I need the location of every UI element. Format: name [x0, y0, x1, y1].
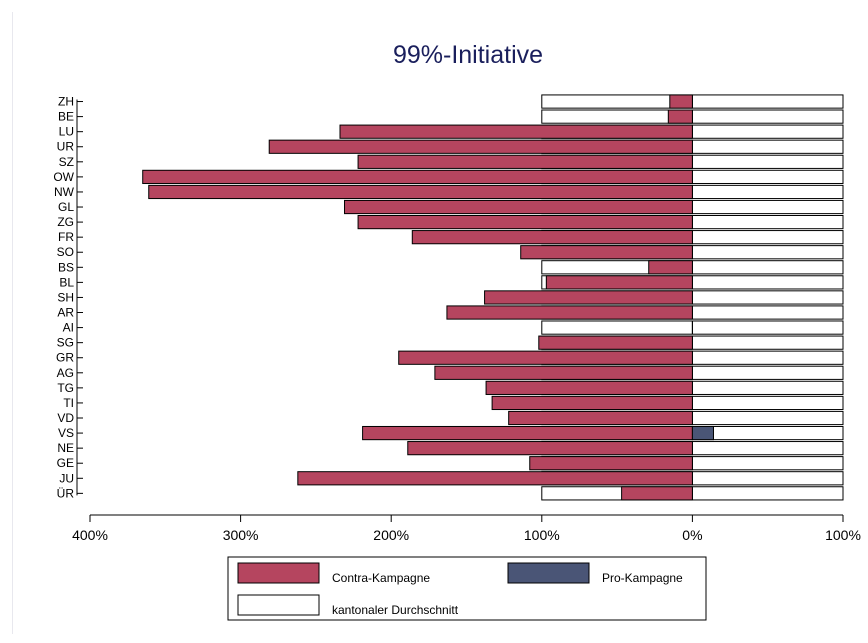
contra-bar-UR	[268, 139, 693, 154]
y-tick-label-FR: FR	[58, 230, 74, 244]
y-tick-label-SO: SO	[57, 245, 74, 259]
contra-bar-SO	[520, 245, 693, 260]
contra-bar-BL	[545, 275, 693, 290]
legend-swatch-pro	[507, 562, 590, 584]
y-tick-label-TI: TI	[63, 396, 74, 410]
y-tick-label-NW: NW	[54, 185, 75, 199]
y-tick-label-ZH: ZH	[58, 95, 74, 109]
x-tick-label-5: 100%	[825, 527, 861, 543]
contra-bar-SH	[484, 290, 693, 305]
x-tick-label-2: 200%	[373, 527, 409, 543]
y-tick-label-GE: GE	[57, 456, 74, 470]
contra-bar-LU	[339, 124, 693, 139]
contra-bar-SZ	[357, 154, 693, 169]
y-tick-label-SG: SG	[57, 336, 74, 350]
y-tick-label-TG: TG	[57, 381, 74, 395]
y-tick-label-AI: AI	[63, 321, 74, 335]
contra-bar-NE	[407, 441, 693, 456]
pro-bar-VS	[691, 425, 714, 441]
contra-bar-BE	[667, 109, 693, 124]
x-tick-label-0: 400%	[72, 527, 108, 543]
contra-bar-OW	[142, 169, 693, 184]
y-tick-label-AR: AR	[57, 306, 74, 320]
contra-bar-BS	[648, 260, 693, 275]
legend-label-average: kantonaler Durchschnitt	[332, 603, 459, 617]
contra-bar-GR	[398, 350, 693, 365]
x-axis: 400% 300% 200% 100% 0% 100%	[72, 514, 861, 543]
y-tick-label-SH: SH	[57, 290, 74, 304]
y-tick-label-BS: BS	[58, 260, 74, 274]
x-tick-label-4: 0%	[682, 527, 702, 543]
y-tick-label-OW: OW	[53, 170, 74, 184]
y-tick-label-JU: JU	[59, 471, 74, 485]
legend: Contra-Kampagne Pro-Kampagne kantonaler …	[227, 556, 707, 621]
y-tick-label-UR: UR	[57, 140, 75, 154]
contra-bar-JU	[297, 471, 693, 486]
y-tick-label-GR: GR	[56, 351, 74, 365]
y-tick-label-BE: BE	[58, 110, 74, 124]
y-tick-label-VD: VD	[57, 411, 74, 425]
y-tick-label-ÜR: ÜR	[57, 486, 75, 500]
y-tick-label-GL: GL	[58, 200, 74, 214]
contra-bar-TG	[485, 380, 693, 395]
y-tick-label-ZG: ZG	[57, 215, 74, 229]
legend-swatch-average	[237, 594, 320, 616]
y-tick-label-SZ: SZ	[59, 155, 74, 169]
contra-bar-SG	[538, 335, 693, 350]
contra-bar-TI	[491, 395, 693, 411]
legend-swatch-contra	[237, 562, 320, 584]
x-tick-label-3: 100%	[524, 527, 560, 543]
chart-title: 99%-Initiative	[393, 41, 543, 69]
x-tick-label-1: 300%	[223, 527, 259, 543]
contra-bar-VS	[362, 425, 693, 441]
y-tick-label-AG: AG	[57, 366, 74, 380]
contra-bar-ÜR	[621, 486, 693, 501]
y-tick-label-LU: LU	[59, 125, 74, 139]
y-tick-label-BL: BL	[59, 275, 74, 289]
contra-bar-GL	[344, 199, 693, 215]
contra-bar-VD	[508, 410, 693, 426]
legend-label-pro: Pro-Kampagne	[602, 571, 683, 585]
contra-bar-AR	[446, 305, 693, 320]
y-tick-label-VS: VS	[58, 426, 74, 440]
contra-bar-GE	[529, 456, 693, 471]
contra-bar-ZG	[357, 214, 693, 230]
contra-bar-ZH	[669, 94, 693, 109]
contra-bar-NW	[148, 184, 693, 200]
data-bars	[142, 94, 714, 501]
legend-label-contra: Contra-Kampagne	[332, 571, 430, 585]
y-tick-label-NE: NE	[57, 441, 74, 455]
contra-bar-FR	[411, 230, 693, 245]
contra-bar-AG	[434, 365, 693, 380]
